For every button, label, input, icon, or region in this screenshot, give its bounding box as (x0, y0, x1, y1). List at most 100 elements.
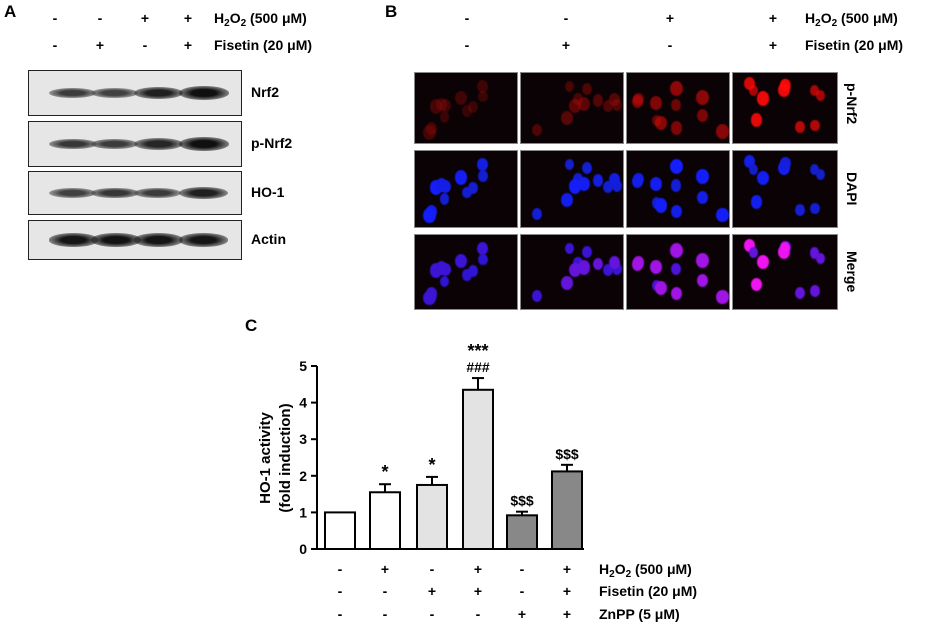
significance-marker: ### (466, 359, 490, 375)
cell-nucleus (696, 191, 708, 205)
cell-nucleus (476, 158, 488, 172)
cell-nucleus (649, 260, 662, 274)
cell-nucleus (468, 265, 479, 277)
cell-nucleus (462, 186, 472, 198)
cell-nucleus (435, 97, 447, 111)
condition-label-part: (500 μM) (631, 561, 692, 577)
cell-nucleus (532, 289, 542, 302)
cell-nucleus (611, 262, 622, 275)
condition-sign: + (518, 606, 526, 622)
cell-nucleus (671, 204, 683, 218)
western-blot-strip (28, 171, 242, 215)
cell-nucleus (478, 170, 488, 182)
bar (462, 388, 494, 551)
condition-sign: - (338, 561, 343, 577)
cell-nucleus (578, 177, 591, 192)
y-tick-label: 1 (299, 504, 307, 520)
y-tick-label: 4 (299, 395, 307, 411)
western-blot-band (179, 137, 229, 151)
panel-a-condition-label-label-main: H (214, 10, 225, 26)
western-blot-band (91, 88, 138, 98)
cell-nucleus (532, 207, 542, 220)
cell-nucleus (810, 84, 820, 96)
cell-nucleus (468, 182, 479, 194)
cell-nucleus (810, 202, 820, 215)
cell-nucleus (439, 275, 450, 288)
panel-letter-a: A (4, 2, 17, 21)
cell-nucleus (779, 241, 791, 254)
condition-label: ZnPP (5 μM) (599, 606, 680, 622)
western-blot-band (49, 233, 99, 247)
western-blot-strip (28, 70, 242, 116)
cell-nucleus (671, 121, 683, 135)
cell-nucleus (564, 80, 574, 92)
cell-nucleus (670, 179, 681, 192)
cell-nucleus (593, 174, 604, 187)
cell-nucleus (602, 181, 613, 194)
western-blot-band (134, 138, 183, 150)
condition-sign: - (430, 606, 435, 622)
panel-b-condition-label-label-sub2: 2 (831, 18, 838, 29)
condition-sign: - (430, 561, 435, 577)
cell-nucleus (423, 124, 437, 140)
cell-nucleus (744, 77, 756, 91)
fluorescence-image-blue (732, 150, 838, 228)
cell-nucleus (561, 276, 573, 290)
condition-label-part: H (599, 561, 609, 577)
cell-nucleus (561, 193, 573, 208)
cell-nucleus (750, 195, 763, 209)
cell-nucleus (671, 286, 683, 301)
fluorescence-image-blue (414, 150, 518, 228)
cell-nucleus (779, 157, 791, 171)
panel-a-sign: - (142, 37, 148, 53)
significance-marker: * (381, 462, 388, 482)
condition-sign: - (383, 606, 388, 622)
panel-a-sign: - (97, 10, 103, 26)
blot-label: HO-1 (251, 184, 285, 200)
western-blot-band (91, 138, 139, 150)
panel-a-condition-label: H2O2 (500 μM) (214, 10, 307, 29)
y-tick-label: 2 (299, 468, 307, 484)
blot-label: p-Nrf2 (251, 135, 293, 151)
cell-nucleus (568, 179, 581, 194)
cell-nucleus (609, 92, 620, 106)
panel-letter-c: C (245, 316, 258, 335)
cell-nucleus (423, 290, 437, 306)
fluorescence-image-merge (520, 234, 624, 310)
bar (324, 511, 356, 551)
panel-letter-b: B (385, 2, 398, 21)
cell-nucleus (695, 89, 709, 105)
cell-nucleus (716, 289, 729, 305)
cell-nucleus (695, 169, 709, 185)
condition-sign: + (563, 561, 571, 577)
panel-b-condition-label-label-tail: (500 μM) (837, 10, 898, 26)
cell-nucleus (654, 280, 668, 296)
panel-b-sign: - (667, 37, 673, 53)
panel-a-sign: + (183, 10, 193, 26)
cell-nucleus (696, 109, 708, 123)
cell-nucleus (476, 79, 488, 93)
bar (506, 514, 538, 551)
panel-a-condition-label-text: Fisetin (20 μM) (214, 37, 313, 53)
cell-nucleus (815, 252, 825, 264)
condition-sign: + (381, 561, 389, 577)
cell-nucleus (582, 161, 593, 174)
cell-nucleus (462, 105, 472, 117)
condition-label-part: O (615, 561, 626, 577)
condition-sign: - (338, 583, 343, 599)
blot-label: Nrf2 (251, 84, 280, 100)
bar (551, 470, 583, 550)
cell-nucleus (602, 264, 613, 277)
cell-nucleus (602, 100, 613, 113)
western-blot-band (134, 233, 184, 247)
cell-nucleus (423, 208, 437, 224)
panel-a-condition-label-label-sub2: 2 (240, 18, 247, 29)
cell-nucleus (568, 98, 581, 114)
cell-nucleus (744, 239, 756, 253)
significance-marker: $$$ (555, 446, 579, 462)
cell-nucleus (435, 261, 447, 275)
cell-nucleus (670, 262, 681, 275)
cell-nucleus (757, 171, 770, 186)
cell-nucleus (669, 159, 683, 175)
y-tick-label: 5 (299, 358, 307, 374)
